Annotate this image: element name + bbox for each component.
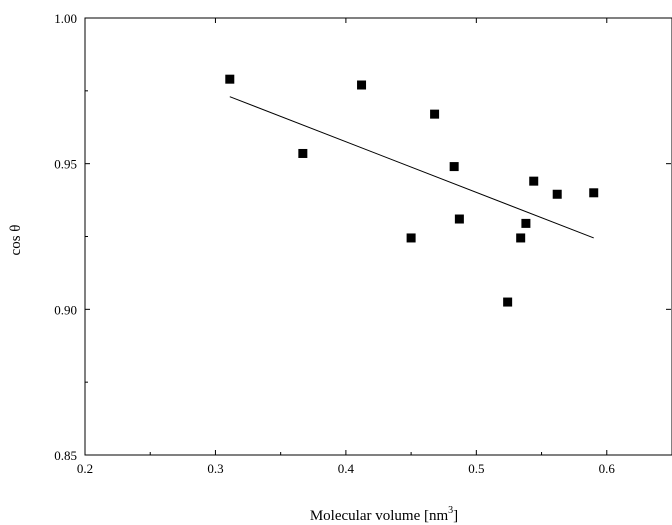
data-point: [357, 80, 367, 90]
y-tick-label: 0.85: [54, 448, 77, 463]
data-point: [503, 297, 513, 307]
x-axis-label: Molecular volume [nm3]: [310, 505, 458, 524]
fit-line: [229, 96, 594, 239]
x-tick-label: 0.2: [77, 461, 93, 476]
data-point: [521, 218, 531, 228]
y-tick-label: 0.90: [54, 302, 77, 317]
y-tick-label: 1.00: [54, 11, 77, 26]
x-axis-label-suffix: ]: [453, 508, 458, 524]
x-axis-label-superscript: 3: [448, 505, 453, 516]
x-tick-label: 0.5: [468, 461, 484, 476]
plot-frame: [84, 17, 672, 456]
data-point: [454, 214, 464, 224]
data-point: [430, 109, 440, 119]
y-axis-ticks: 0.85 0.90 0.95 1.00: [54, 11, 671, 463]
data-point: [449, 162, 459, 172]
x-tick-label: 0.4: [338, 461, 355, 476]
y-tick-label: 0.95: [54, 157, 77, 172]
data-point: [589, 188, 599, 198]
data-point: [552, 189, 562, 199]
x-tick-label: 0.6: [599, 461, 616, 476]
y-axis-label: cos θ: [8, 225, 24, 256]
data-points: [225, 74, 599, 307]
data-point: [298, 148, 308, 158]
x-axis-ticks: 0.2 0.3 0.4 0.5 0.6: [77, 18, 616, 476]
data-point: [529, 176, 539, 186]
data-point: [406, 233, 416, 243]
data-point: [225, 74, 235, 84]
data-point: [516, 233, 526, 243]
x-tick-label: 0.3: [207, 461, 223, 476]
